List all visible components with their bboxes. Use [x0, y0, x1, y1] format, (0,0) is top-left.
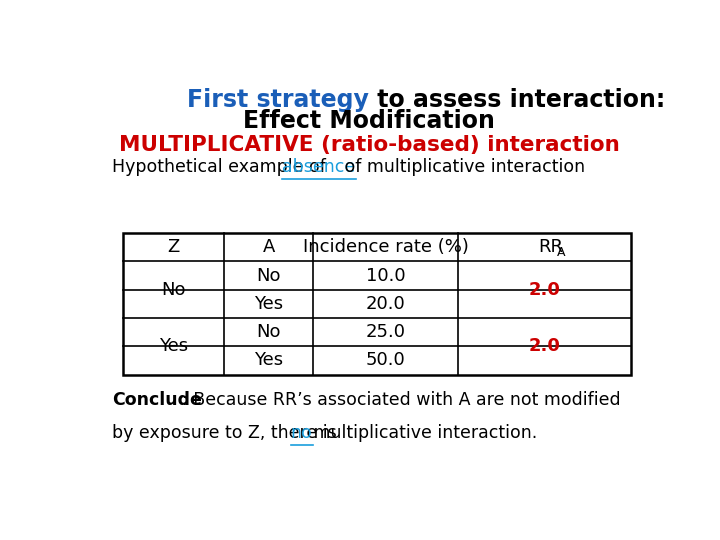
Text: A: A: [557, 246, 565, 259]
Text: Conclude: Conclude: [112, 391, 202, 409]
Text: 2.0: 2.0: [528, 338, 561, 355]
Text: No: No: [161, 281, 186, 299]
Text: Yes: Yes: [254, 352, 283, 369]
Text: No: No: [256, 267, 281, 285]
Text: absence: absence: [282, 158, 356, 177]
Text: A: A: [262, 238, 275, 256]
Text: First strategy: First strategy: [187, 87, 369, 112]
Text: 10.0: 10.0: [366, 267, 405, 285]
Text: Yes: Yes: [159, 338, 188, 355]
Text: Effect Modification: Effect Modification: [243, 109, 495, 133]
Text: No: No: [256, 323, 281, 341]
Text: 25.0: 25.0: [366, 323, 406, 341]
Text: multiplicative interaction.: multiplicative interaction.: [307, 424, 537, 442]
Text: : Because RR’s associated with A are not modified: : Because RR’s associated with A are not…: [182, 391, 621, 409]
Text: MULTIPLICATIVE (ratio-based) interaction: MULTIPLICATIVE (ratio-based) interaction: [119, 134, 619, 154]
Text: of multiplicative interaction: of multiplicative interaction: [339, 158, 585, 177]
Text: 50.0: 50.0: [366, 352, 405, 369]
Text: no: no: [291, 424, 312, 442]
Text: Hypothetical example of: Hypothetical example of: [112, 158, 332, 177]
Text: 20.0: 20.0: [366, 295, 405, 313]
Text: by exposure to Z, there is: by exposure to Z, there is: [112, 424, 343, 442]
Text: Yes: Yes: [254, 295, 283, 313]
Text: RR: RR: [538, 238, 563, 256]
Text: Incidence rate (%): Incidence rate (%): [303, 238, 469, 256]
Text: Z: Z: [168, 238, 180, 256]
Text: to assess interaction:: to assess interaction:: [369, 87, 665, 112]
Text: 2.0: 2.0: [528, 281, 561, 299]
